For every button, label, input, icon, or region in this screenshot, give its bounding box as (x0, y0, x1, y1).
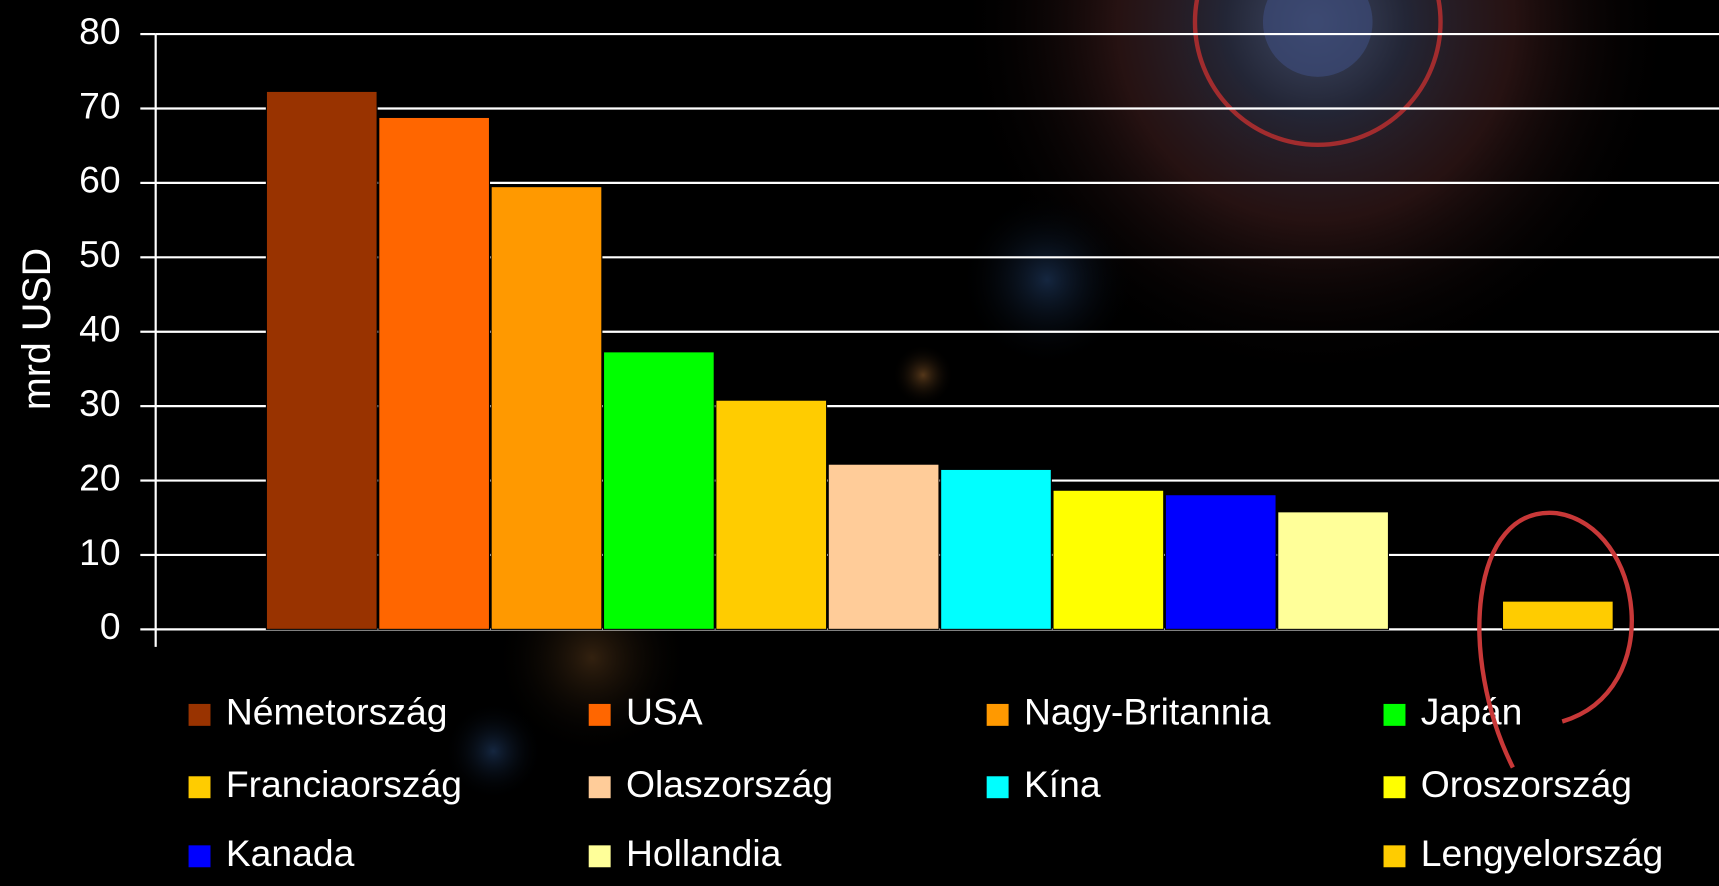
y-tick-label: 60 (79, 159, 120, 201)
legend-label: Hollandia (626, 832, 782, 874)
legend-swatch (1383, 776, 1406, 799)
legend-swatch (986, 703, 1009, 726)
lens-flare (892, 344, 954, 406)
y-tick-label: 50 (79, 233, 120, 275)
legend-swatch (1383, 845, 1406, 868)
legend-swatch (588, 776, 611, 799)
highlight-circle (1477, 510, 1634, 769)
y-axis-label: mrd USD (15, 248, 59, 410)
y-tick-label: 80 (79, 10, 120, 52)
lens-core (1262, 0, 1373, 77)
lens-ring (1192, 0, 1443, 147)
y-tick-label: 40 (79, 308, 120, 350)
legend-label: Franciaország (226, 763, 462, 805)
legend-swatch (986, 776, 1009, 799)
lens-flare (953, 0, 1678, 384)
legend-label: USA (626, 691, 703, 733)
lens-flare (959, 191, 1135, 368)
bar (490, 186, 603, 630)
legend-label: Olaszország (626, 763, 833, 805)
legend-label: Lengyelország (1421, 832, 1663, 874)
legend-swatch (188, 845, 211, 868)
bar (1164, 494, 1277, 630)
y-tick-label: 0 (100, 605, 121, 647)
bar (378, 116, 491, 630)
legend-label: Oroszország (1421, 763, 1632, 805)
bar (827, 463, 940, 630)
y-tick-label: 70 (79, 84, 120, 126)
legend-label: Kína (1024, 763, 1101, 805)
legend-swatch (188, 776, 211, 799)
bar (602, 351, 715, 630)
y-tick-label: 10 (79, 531, 120, 573)
y-tick-label: 30 (79, 382, 120, 424)
legend-swatch (588, 703, 611, 726)
legend-swatch (588, 845, 611, 868)
lens-flare (444, 701, 543, 801)
bar (265, 90, 378, 630)
bar (1052, 489, 1165, 630)
legend-label: Japán (1421, 691, 1523, 733)
bar (1501, 600, 1614, 630)
legend-label: Kanada (226, 832, 355, 874)
y-tick-label: 20 (79, 456, 120, 498)
legend-label: Németország (226, 691, 448, 733)
legend-swatch (188, 703, 211, 726)
bar (1277, 511, 1390, 630)
bar (715, 399, 828, 630)
legend-label: Nagy-Britannia (1024, 691, 1271, 733)
legend-swatch (1383, 703, 1406, 726)
bar (940, 468, 1052, 630)
